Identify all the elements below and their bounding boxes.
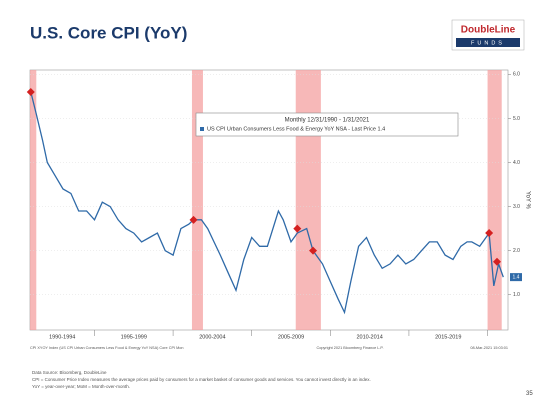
x-tick-label: 2015-2019 [435,334,461,340]
logo-name: DoubleLine [461,25,516,36]
recession-band [295,70,321,330]
plot-frame [29,69,509,331]
chart-title: U.S. Core CPI (YoY) [30,23,187,42]
y-tick-label: 4.0 [513,160,520,166]
x-tick-label: 1995-1999 [121,334,147,340]
timestamp: 08-Mar-2021 15:03:01 [470,346,508,350]
y-tick-label: 6.0 [513,72,520,78]
logo-bar [456,38,520,47]
y-tick-label: 2.0 [513,248,520,254]
annotation-box [195,112,459,137]
recession-band [191,70,203,330]
copyright: Copyright 2021 Bloomberg Finance L.P. [316,346,383,350]
recession-marker [309,246,318,255]
recession-band [30,70,37,330]
last-price-box [510,273,522,282]
last-price-label: 1.4 [513,274,520,280]
annotation: US CPI Urban Consumers Less Food & Energ… [207,126,385,132]
recession-band [487,70,502,330]
page-number: 35 [526,391,533,397]
recession-marker [189,215,198,224]
x-tick-label: 2000-2004 [199,334,225,340]
recession-marker [293,224,302,233]
x-tick-label: 1990-1994 [49,334,75,340]
recession-marker [485,229,494,238]
recession-marker [26,88,35,97]
x-tick-label: 2005-2009 [278,334,304,340]
y-tick-label: 3.0 [513,204,520,210]
note: YoY = year-over-year; MoM = Month-over-m… [32,384,131,389]
source-line: CPI XYOY Index (US CPI Urban Consumers L… [30,346,184,350]
note: CPI = Consumer Price Index measures the … [32,377,371,382]
x-tick-label: 2010-2014 [356,334,382,340]
annotation: Monthly 12/31/1990 - 1/31/2021 [285,118,370,124]
y-tick-label: 1.0 [513,292,520,298]
y-tick-label: 5.0 [513,116,520,122]
line [30,91,504,315]
recession-marker [492,257,501,266]
y-axis-label: YoY % [524,191,530,209]
logo-sub: FUNDS [471,40,505,46]
note: Data Source: Bloomberg, DoubleLine [32,370,107,375]
annotation-swatch [200,127,204,131]
